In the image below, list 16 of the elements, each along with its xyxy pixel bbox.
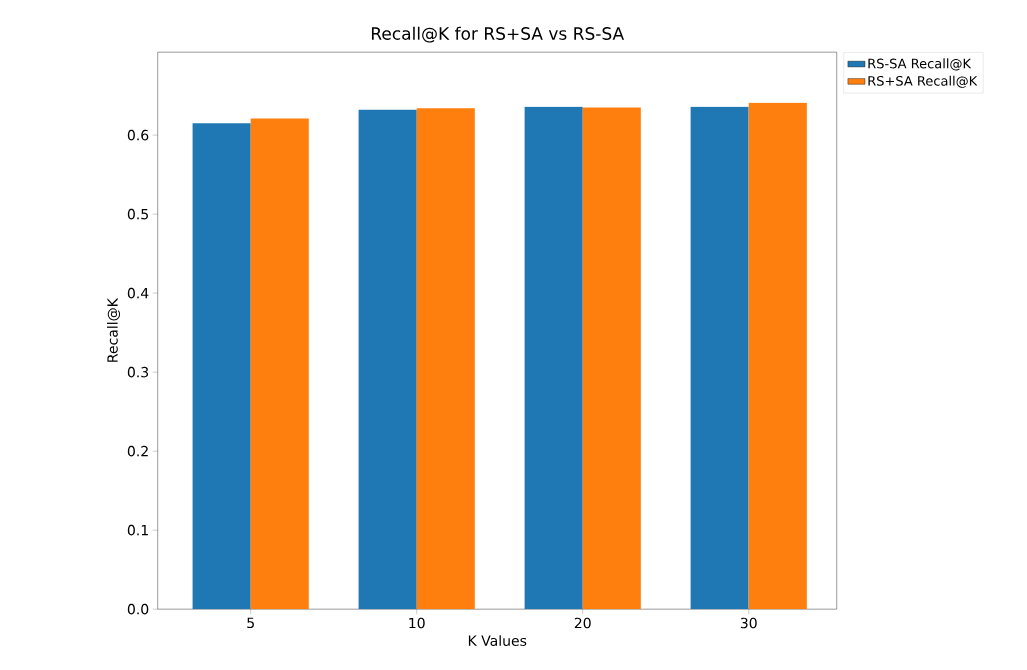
chart-title: Recall@K for RS+SA vs RS-SA bbox=[371, 26, 625, 43]
y-tick-label: 0.6 bbox=[127, 129, 149, 141]
y-tick-label: 0.3 bbox=[127, 366, 149, 378]
y-tick-label: 0.4 bbox=[127, 287, 149, 299]
x-tick-label: 20 bbox=[574, 617, 591, 629]
x-tick-label: 10 bbox=[409, 617, 425, 629]
y-axis-title: Recall@K bbox=[106, 297, 121, 362]
y-tick-label: 0.0 bbox=[127, 603, 149, 615]
y-tick-label: 0.1 bbox=[127, 524, 148, 536]
x-tick-label: 5 bbox=[247, 617, 254, 629]
legend-label: RS+SA Recall@K bbox=[868, 75, 978, 88]
x-tick-label: 30 bbox=[740, 617, 757, 629]
legend-label: RS-SA Recall@K bbox=[868, 58, 972, 71]
x-axis-title: K Values bbox=[468, 635, 527, 646]
y-tick-label: 0.2 bbox=[127, 445, 148, 457]
y-tick-label: 0.5 bbox=[127, 208, 148, 220]
